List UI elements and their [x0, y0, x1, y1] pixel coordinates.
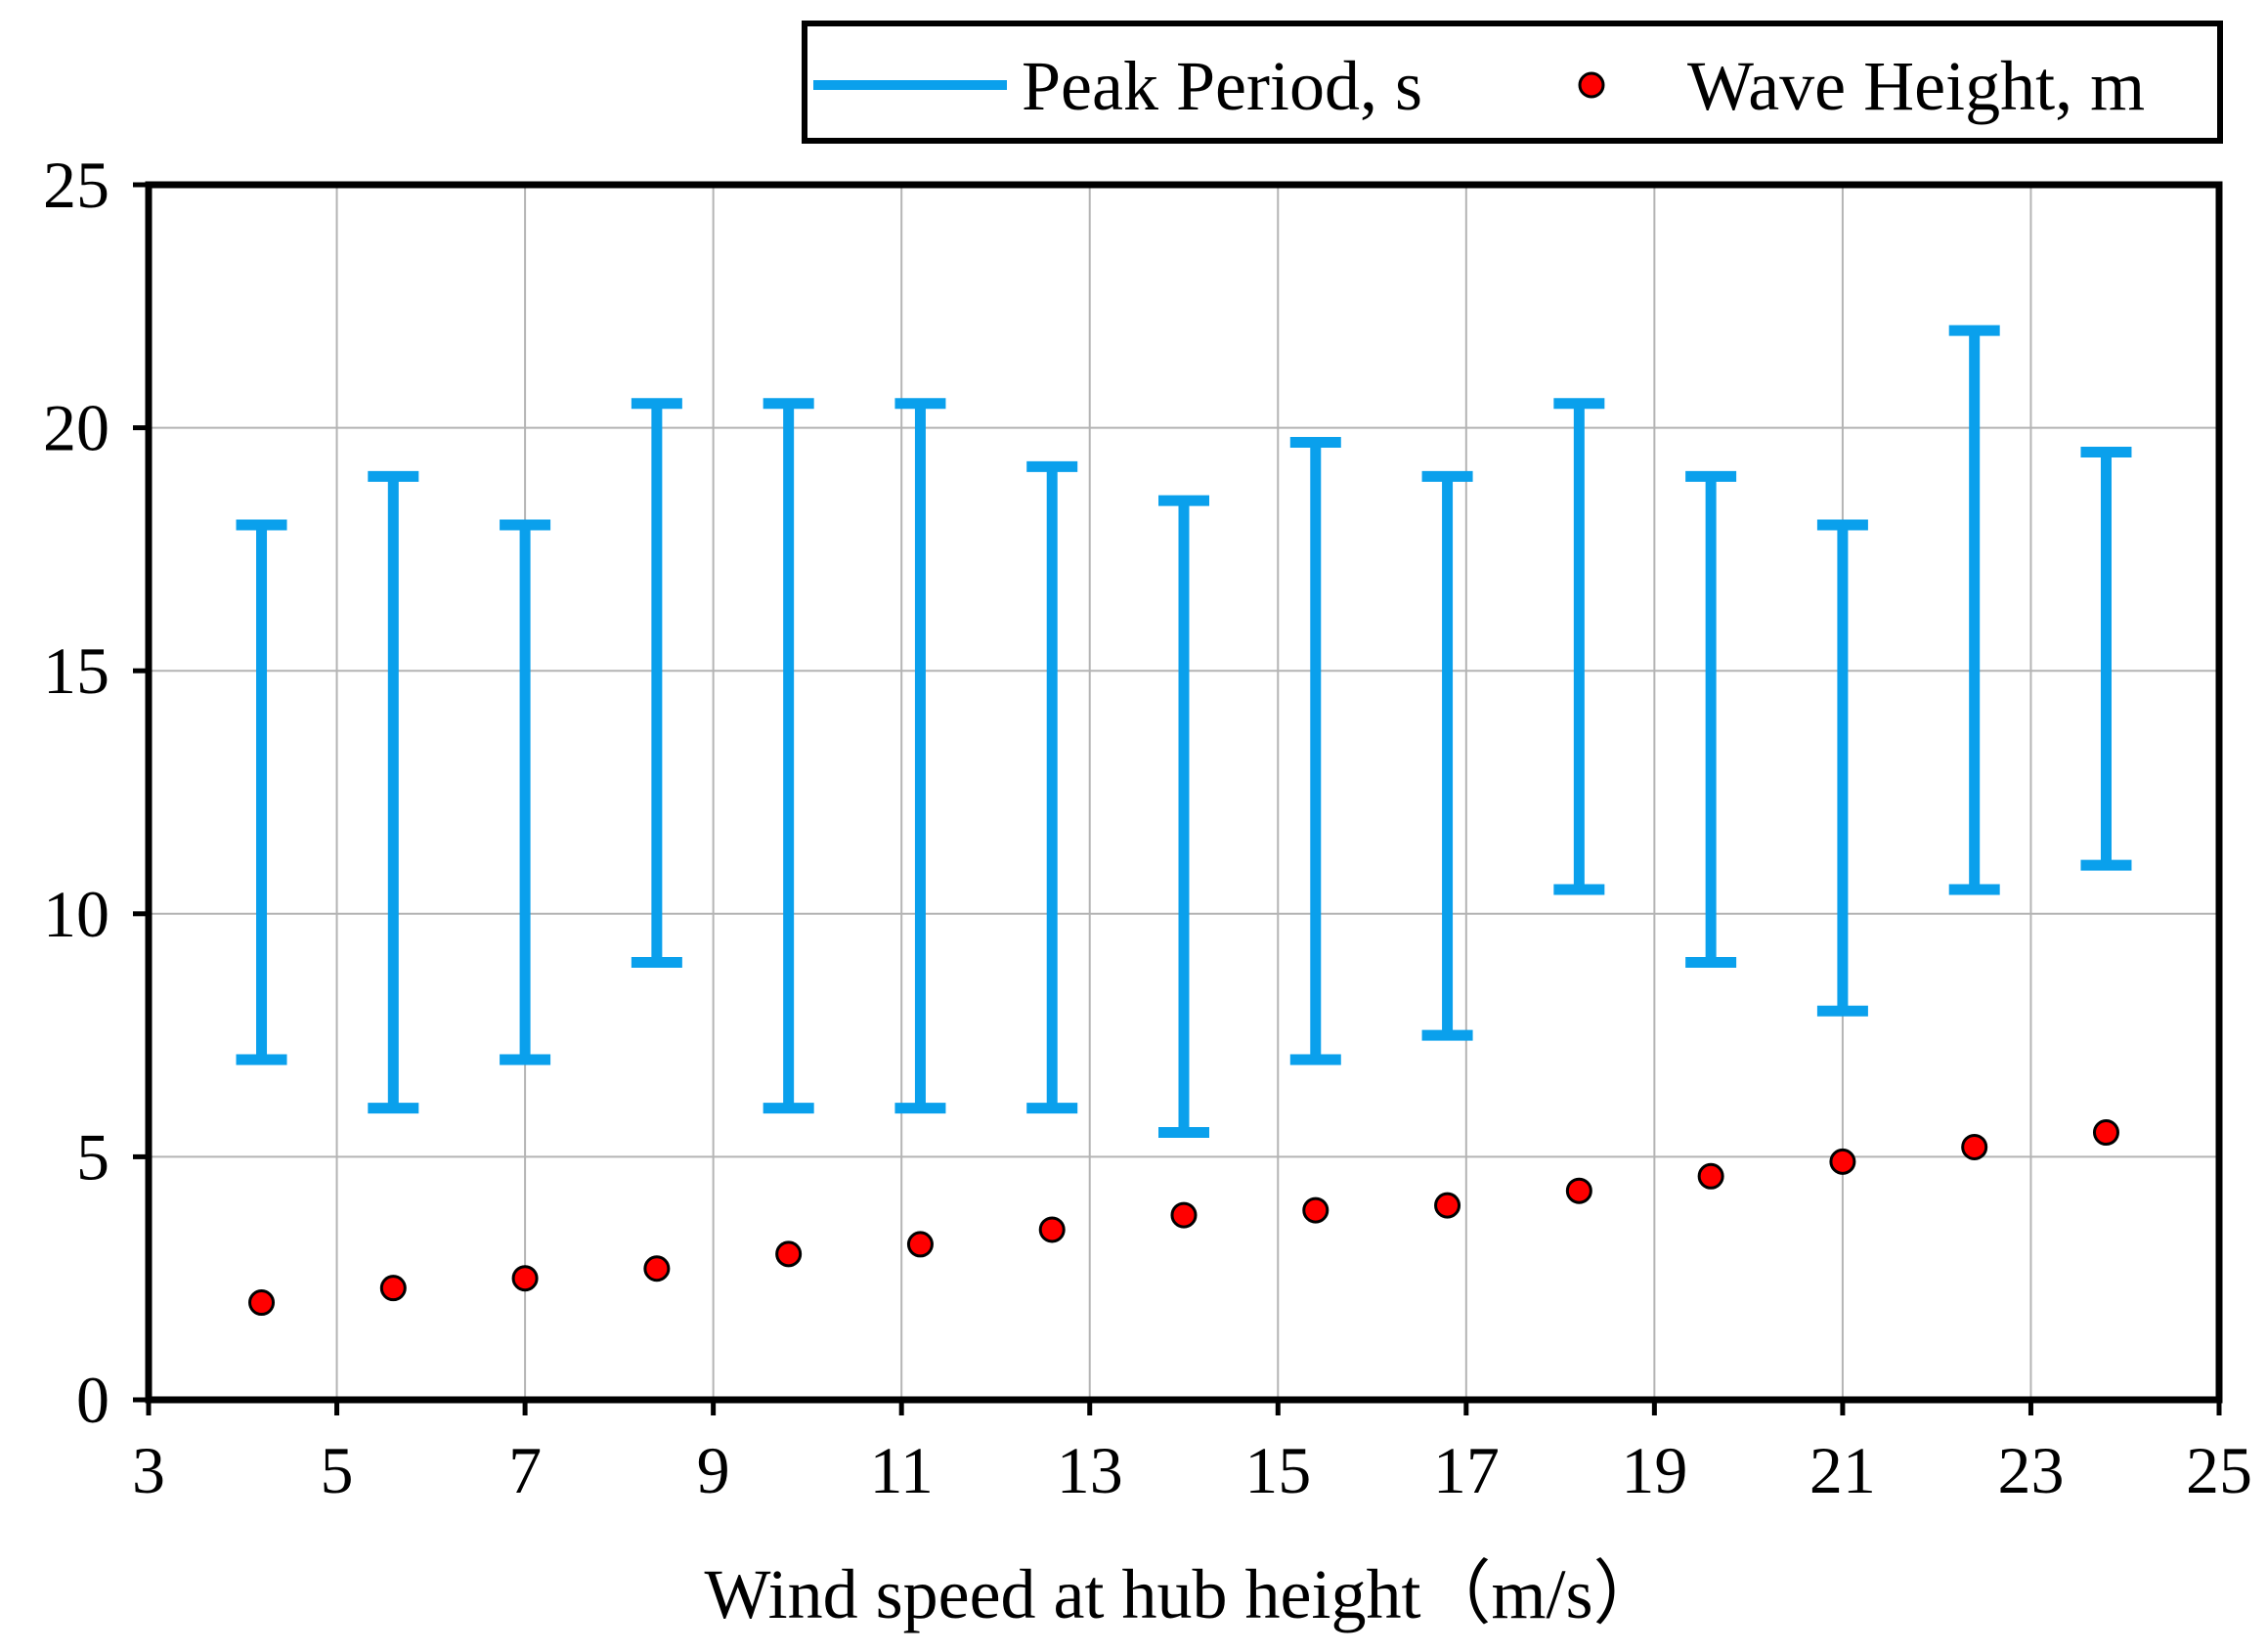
- peak-period-range: [1948, 325, 2000, 895]
- x-tick-label: 7: [508, 1433, 542, 1507]
- wave-height-point: [1961, 1133, 1988, 1160]
- wave-height-point: [1302, 1196, 1330, 1224]
- peak-period-range: [1026, 460, 1078, 1114]
- plot-area-frame: [145, 181, 2223, 1404]
- wave-height-point: [248, 1289, 276, 1317]
- legend-wave-height-marker: [1578, 71, 1605, 99]
- peak-period-range: [1289, 437, 1341, 1065]
- wave-height-point: [775, 1240, 803, 1268]
- peak-period-range: [368, 470, 419, 1114]
- peak-period-range: [763, 398, 814, 1114]
- peak-period-range: [1553, 398, 1605, 895]
- peak-period-range: [2080, 446, 2132, 871]
- wave-height-point: [1829, 1148, 1856, 1175]
- x-tick-label: 23: [1997, 1433, 2064, 1507]
- x-tick-label: 17: [1433, 1433, 1500, 1507]
- x-tick-label: 15: [1244, 1433, 1311, 1507]
- x-axis-ticks: 3 5 7 9 11 13 15 17 19 21 23 25: [132, 1400, 2252, 1507]
- peak-period-range: [1158, 495, 1209, 1139]
- wave-height-point: [643, 1255, 671, 1282]
- wave-height-point: [2092, 1119, 2119, 1147]
- peak-period-range: [1816, 519, 1868, 1017]
- peak-period-range: [1421, 470, 1473, 1041]
- peak-period-range: [236, 519, 287, 1065]
- wave-height-point: [511, 1265, 539, 1292]
- y-tick-label: 25: [43, 148, 109, 222]
- legend-wave-height-label: Wave Height, m: [1687, 47, 2145, 125]
- x-tick-label: 25: [2186, 1433, 2252, 1507]
- wave-height-point: [379, 1275, 407, 1302]
- legend-box: [802, 21, 2223, 144]
- peak-period-series: [236, 325, 2132, 1139]
- x-tick-label: 5: [321, 1433, 354, 1507]
- legend-peak-period-label: Peak Period, s: [1022, 47, 1422, 125]
- peak-period-range: [631, 398, 682, 969]
- y-tick-label: 10: [43, 877, 109, 951]
- peak-period-range: [500, 519, 551, 1065]
- y-axis-ticks: 0 5 10 15 20 25: [43, 148, 149, 1437]
- wave-height-point: [1038, 1216, 1066, 1243]
- x-tick-label: 9: [697, 1433, 730, 1507]
- wave-height-point: [1565, 1177, 1592, 1204]
- legend: Peak Period, s Wave Height, m: [802, 21, 2223, 144]
- x-axis-title: Wind speed at hub height（m/s）: [705, 1555, 1664, 1633]
- wave-height-point: [1170, 1201, 1198, 1229]
- y-tick-label: 5: [76, 1119, 109, 1194]
- wave-height-point: [906, 1231, 934, 1258]
- x-tick-label: 3: [132, 1433, 165, 1507]
- peak-period-range: [1685, 470, 1737, 969]
- wave-height-series: [248, 1119, 2119, 1317]
- wave-height-point: [1697, 1162, 1724, 1190]
- wave-height-point: [1434, 1192, 1461, 1219]
- y-tick-label: 15: [43, 633, 109, 708]
- x-tick-label: 11: [869, 1433, 933, 1507]
- x-tick-label: 19: [1621, 1433, 1687, 1507]
- y-tick-label: 0: [76, 1363, 109, 1437]
- x-tick-label: 21: [1809, 1433, 1876, 1507]
- peak-period-range: [894, 398, 946, 1114]
- x-tick-label: 13: [1057, 1433, 1123, 1507]
- y-tick-label: 20: [43, 391, 109, 465]
